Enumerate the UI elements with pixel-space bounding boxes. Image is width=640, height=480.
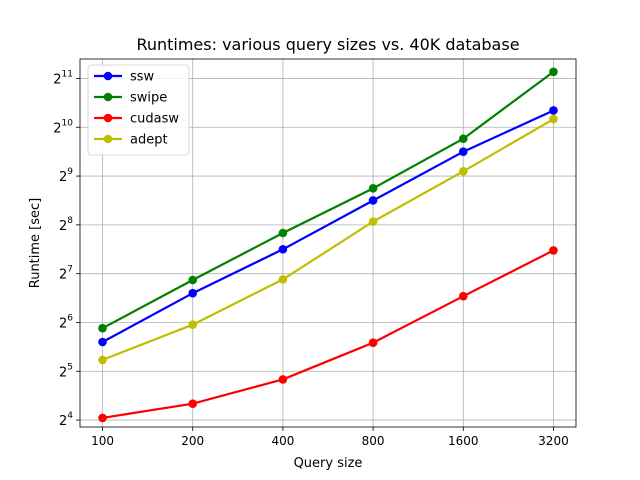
data-point-cudasw [98,413,107,423]
series-layer [98,67,558,423]
chart-title: Runtimes: various query sizes vs. 40K da… [136,35,519,54]
y-axis-ticks: 24 25 26 27 28 29 210 211 [53,69,80,429]
data-point-adept [458,166,468,176]
data-point-adept [188,320,198,330]
data-point-ssw [549,106,558,115]
data-point-swipe [278,228,288,238]
data-point-swipe [458,134,468,144]
legend-label-ssw: ssw [130,70,155,85]
y-tick-label: 24 [59,411,73,429]
y-tick-label: 27 [59,265,73,283]
x-tick-label: 100 [91,434,114,448]
series-swipe [98,67,558,333]
legend-marker-swipe [103,92,113,102]
legend-marker-adept [103,134,113,144]
series-cudasw [98,246,558,423]
data-point-cudasw [368,338,378,348]
data-point-cudasw [549,246,558,255]
y-tick-label: 28 [59,216,73,234]
plot-area-frame [79,58,577,428]
series-ssw [98,106,558,347]
series-adept [98,114,558,365]
legend-label-adept: adept [130,133,168,148]
legend-label-swipe: swipe [130,91,167,106]
data-point-ssw [278,244,288,254]
data-point-adept [278,275,288,284]
data-point-ssw [458,147,468,156]
data-point-adept [98,355,107,365]
series-line-ssw [101,109,554,343]
y-tick-label: 26 [59,313,73,331]
data-point-adept [549,114,558,124]
legend: ssw swipe cudasw adept [87,64,190,156]
data-point-adept [368,217,378,226]
x-axis-label: Query size [294,456,363,471]
y-tick-label: 210 [53,118,73,136]
legend-label-cudasw: cudasw [130,112,179,127]
data-point-swipe [98,323,107,333]
series-line-adept [102,118,555,361]
y-tick-label: 211 [53,69,73,87]
data-point-ssw [188,288,198,298]
data-point-swipe [549,67,558,77]
legend-marker-ssw [103,71,113,81]
x-tick-label: 800 [362,434,385,448]
series-line-swipe [101,70,555,330]
data-point-swipe [368,184,378,193]
y-axis-label: Runtime [sec] [28,198,43,289]
data-point-ssw [368,196,378,205]
data-point-cudasw [458,291,468,301]
x-tick-label: 1600 [448,434,479,448]
data-point-cudasw [278,375,288,384]
series-line-cudasw [102,249,554,419]
x-tick-label: 200 [181,434,204,448]
y-tick-label: 25 [59,362,73,380]
legend-box [87,64,190,156]
data-point-ssw [98,337,107,347]
y-tick-label: 29 [59,167,73,185]
data-point-cudasw [188,399,198,408]
x-tick-label: 3200 [538,434,569,448]
x-axis-ticks: 100 200 400 800 1600 3200 [91,427,569,448]
data-point-swipe [188,275,198,285]
x-tick-label: 400 [271,434,294,448]
legend-marker-cudasw [103,113,113,123]
